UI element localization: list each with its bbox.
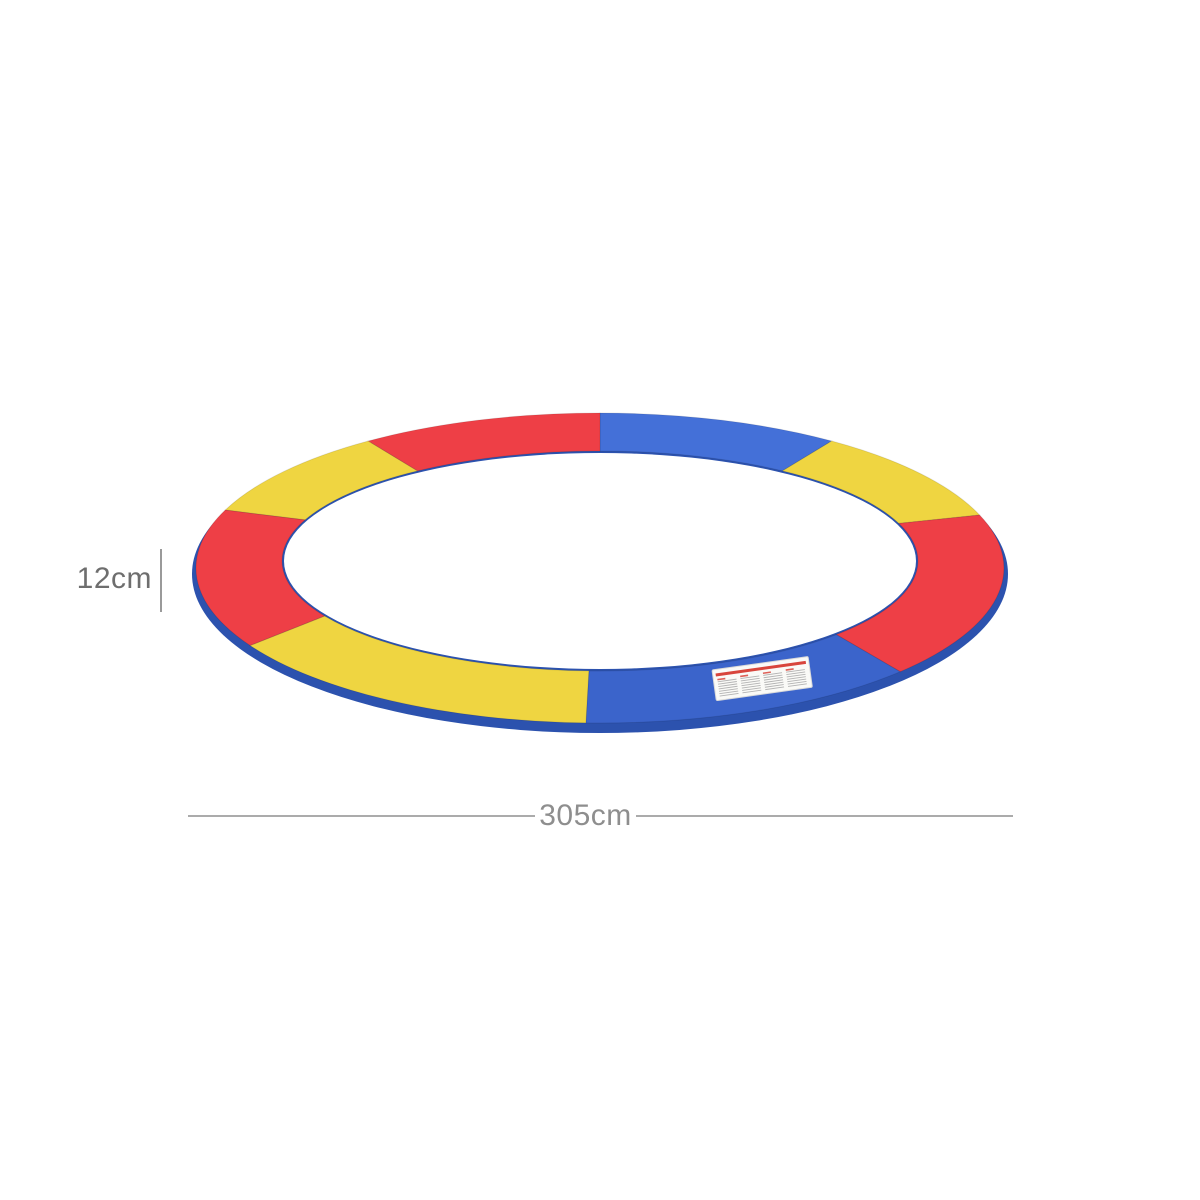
height-dimension-line bbox=[160, 549, 162, 612]
diameter-dimension-label: 305cm bbox=[539, 799, 632, 832]
height-dimension-label: 12cm bbox=[76, 562, 152, 595]
pad-segment-top-left-red bbox=[367, 412, 601, 472]
care-label bbox=[711, 656, 813, 702]
pad-inner-hole bbox=[284, 453, 916, 669]
pad-segment-right-red bbox=[835, 514, 1005, 673]
pad-segment-bottom-left-yellow bbox=[249, 615, 590, 724]
pad-segment-top-right-blue bbox=[599, 412, 833, 472]
diameter-dimension-line-right bbox=[636, 815, 1013, 817]
diameter-dimension-line-left bbox=[188, 815, 535, 817]
pad-segment-upper-left-yellow bbox=[224, 440, 419, 521]
